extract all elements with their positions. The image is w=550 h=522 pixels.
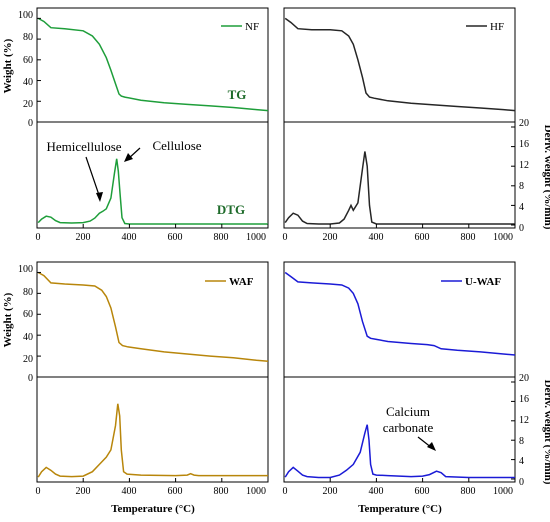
xtick-label: 0 bbox=[283, 232, 288, 243]
ytick-label: 0 bbox=[519, 223, 524, 234]
x-tick-labels-nf: 0 200 400 600 800 1000 bbox=[36, 232, 267, 243]
ytick-label: 8 bbox=[519, 436, 524, 447]
ytick-label: 80 bbox=[23, 287, 33, 298]
xtick-label: 1000 bbox=[493, 486, 513, 497]
ytick-label: 60 bbox=[23, 55, 33, 66]
x-tick-labels-uwaf: 0 200 400 600 800 1000 bbox=[283, 486, 514, 497]
frame-uwaf bbox=[283, 261, 516, 483]
legend-label: WAF bbox=[229, 276, 254, 288]
xtick-label: 200 bbox=[76, 486, 91, 497]
xtick-label: 600 bbox=[168, 486, 183, 497]
uwaf-xlabel: Temperature (°C) bbox=[358, 503, 442, 515]
ytick-label: 40 bbox=[23, 77, 33, 88]
ytick-label: 4 bbox=[519, 456, 524, 467]
xtick-label: 200 bbox=[323, 232, 338, 243]
ytick-label: 80 bbox=[23, 32, 33, 43]
xtick-label: 0 bbox=[283, 486, 288, 497]
waf-dtg-curve bbox=[37, 403, 268, 478]
ytick-label: 12 bbox=[519, 160, 529, 171]
xtick-label: 1000 bbox=[246, 486, 266, 497]
legend-nf: NF bbox=[221, 21, 259, 33]
xtick-label: 400 bbox=[369, 232, 384, 243]
xtick-label: 0 bbox=[36, 232, 41, 243]
frame-waf bbox=[36, 261, 269, 483]
frame-hf bbox=[283, 7, 516, 229]
xtick-label: 400 bbox=[369, 486, 384, 497]
panel-frames bbox=[36, 7, 516, 483]
xtick-label: 400 bbox=[122, 232, 137, 243]
y-tick-labels-waf: 100 80 60 40 20 0 bbox=[18, 264, 33, 384]
nf-ylabel: Weight (%) bbox=[2, 38, 14, 93]
uwaf-tg-curve bbox=[284, 271, 516, 356]
legend-label: NF bbox=[245, 21, 259, 33]
xtick-label: 600 bbox=[415, 486, 430, 497]
ytick-label: 60 bbox=[23, 309, 33, 320]
ytick-label: 20 bbox=[519, 118, 529, 129]
hf-tg-curve bbox=[284, 17, 516, 112]
ytick-label: 16 bbox=[519, 394, 529, 405]
legend-label: HF bbox=[490, 21, 504, 33]
xtick-label: 800 bbox=[214, 486, 229, 497]
ytick-label: 12 bbox=[519, 415, 529, 426]
hemicellulose-arrow bbox=[85, 156, 101, 199]
uwaf-ylabel: Deriv. weight (%/min) bbox=[542, 380, 550, 485]
cellulose-label: Cellulose bbox=[152, 138, 201, 153]
tick-marks bbox=[36, 17, 516, 482]
ytick-label: 20 bbox=[519, 373, 529, 384]
ytick-label: 0 bbox=[28, 118, 33, 129]
legend-hf: HF bbox=[466, 21, 504, 33]
ytick-label: 40 bbox=[23, 332, 33, 343]
xtick-label: 1000 bbox=[246, 232, 266, 243]
xtick-label: 1000 bbox=[493, 232, 513, 243]
waf-xlabel: Temperature (°C) bbox=[111, 503, 195, 515]
legend-waf: WAF bbox=[205, 276, 254, 288]
calcium-arrowhead bbox=[427, 442, 436, 451]
dtg-label: DTG bbox=[217, 202, 245, 217]
waf-ylabel: Weight (%) bbox=[2, 292, 14, 347]
ytick-label: 100 bbox=[18, 264, 33, 275]
xtick-label: 200 bbox=[323, 486, 338, 497]
calcium-label-line2: carbonate bbox=[383, 420, 434, 435]
ytick-label: 20 bbox=[23, 354, 33, 365]
ytick-label: 8 bbox=[519, 181, 524, 192]
calcium-label-line1: Calcium bbox=[386, 404, 430, 419]
y-tick-labels-nf: 100 80 60 40 20 0 bbox=[18, 10, 33, 129]
ytick-label: 0 bbox=[28, 373, 33, 384]
xtick-label: 400 bbox=[122, 486, 137, 497]
legend-uwaf: U-WAF bbox=[441, 276, 501, 288]
y-tick-labels-uwaf: 20 16 12 8 4 0 bbox=[519, 373, 529, 488]
legend-label: U-WAF bbox=[465, 276, 501, 288]
xtick-label: 600 bbox=[168, 232, 183, 243]
hf-dtg-curve bbox=[284, 151, 515, 225]
hemicellulose-label: Hemicellulose bbox=[46, 139, 121, 154]
xtick-label: 0 bbox=[36, 486, 41, 497]
uwaf-dtg-curve bbox=[284, 424, 515, 479]
ytick-label: 100 bbox=[18, 10, 33, 21]
hemicellulose-arrowhead bbox=[96, 192, 103, 202]
frame-nf bbox=[36, 7, 269, 229]
x-tick-labels-hf: 0 200 400 600 800 1000 bbox=[283, 232, 514, 243]
xtick-label: 800 bbox=[214, 232, 229, 243]
ytick-label: 20 bbox=[23, 99, 33, 110]
x-tick-labels-waf: 0 200 400 600 800 1000 bbox=[36, 486, 267, 497]
xtick-label: 600 bbox=[415, 232, 430, 243]
nf-tg-curve bbox=[37, 17, 269, 112]
ytick-label: 4 bbox=[519, 202, 524, 213]
y-tick-labels-hf: 20 16 12 8 4 0 bbox=[519, 118, 529, 234]
tg-label: TG bbox=[228, 87, 247, 102]
hf-ylabel: Deriv. weight (%/min) bbox=[542, 125, 550, 230]
xtick-label: 800 bbox=[461, 486, 476, 497]
waf-tg-curve bbox=[37, 271, 269, 363]
xtick-label: 200 bbox=[76, 232, 91, 243]
ytick-label: 16 bbox=[519, 139, 529, 150]
cellulose-arrowhead bbox=[124, 153, 133, 162]
ytick-label: 0 bbox=[519, 477, 524, 488]
xtick-label: 800 bbox=[461, 232, 476, 243]
